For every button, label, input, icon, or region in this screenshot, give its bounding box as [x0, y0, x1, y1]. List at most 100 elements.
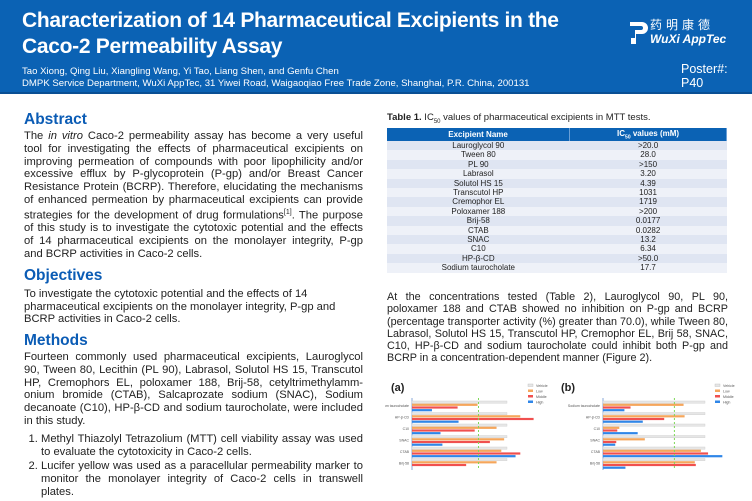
table-row: C10 6.34: [387, 244, 727, 254]
bar-middle: [603, 463, 696, 467]
legend-swatch: [715, 400, 720, 403]
bar-vehicle: [602, 412, 706, 415]
bar-low: [412, 461, 497, 464]
table-row: Solutol HS 15 4.39: [387, 178, 727, 188]
category-label: HP-β-CD: [586, 416, 601, 420]
objectives-text: To investigate the cytotoxic potential a…: [24, 287, 336, 326]
caption-text: IC: [421, 112, 434, 123]
bar-middle: [412, 452, 521, 455]
bar-middle: [412, 463, 467, 467]
table-row: Brij-58 0.0177: [387, 216, 727, 226]
col-ic50-pre: IC: [617, 128, 626, 138]
bar-low: [412, 438, 505, 441]
table-row: Transcutol HP 1031: [387, 187, 727, 198]
bar-high: [603, 420, 643, 423]
table-row: Cremophor EL 1719: [387, 197, 727, 207]
category-label: CTAB: [400, 450, 410, 454]
bar-middle: [412, 429, 475, 432]
methods-list: Methyl Thiazolyl Tetrazolium (MTT) cell …: [24, 433, 363, 499]
bar-vehicle: [411, 412, 508, 415]
bar-middle: [412, 406, 458, 409]
ic50-value: >200: [569, 206, 727, 217]
category-label: Sodium taurocholate: [568, 404, 600, 408]
category-label: Brij-58: [590, 462, 600, 466]
legend-label: High: [536, 401, 543, 405]
excipient-name: SNAC: [387, 234, 570, 245]
author-list: Tao Xiong, Qing Liu, Xiangling Wang, Yi …: [22, 66, 339, 77]
table-row: Tween 80 28.0: [387, 150, 727, 160]
legend-swatch: [528, 389, 533, 392]
col-ic50-post: values (mM): [630, 128, 680, 138]
bar-middle: [603, 429, 618, 432]
methods-item: Methyl Thiazolyl Tetrazolium (MTT) cell …: [41, 433, 363, 459]
bar-high: [412, 420, 459, 423]
bar-high: [412, 443, 443, 446]
col-excipient-name: Excipient Name: [387, 127, 571, 141]
legend-label: Middle: [723, 395, 734, 399]
table-row: SNAC 13.2: [387, 234, 727, 245]
legend-swatch: [715, 395, 720, 398]
bar-low: [603, 438, 645, 441]
excipient-name: PL 90: [387, 159, 570, 170]
bar-middle: [603, 406, 631, 409]
table-row: Sodium taurocholate 17.7: [387, 263, 727, 273]
right-column: Table 1. IC50 values of pharmaceutical e…: [387, 112, 727, 273]
panel-label: (a): [391, 382, 405, 394]
abstract-body: Caco-2 permeability assay has become a v…: [24, 130, 363, 222]
ic50-value: 4.39: [569, 178, 727, 188]
bar-vehicle: [602, 400, 706, 404]
bar-high: [412, 409, 432, 412]
category-label: C10: [403, 427, 409, 431]
ic50-value: >50.0: [569, 253, 727, 264]
category-label: HP-β-CD: [395, 416, 410, 420]
abstract-heading: Abstract: [24, 111, 87, 128]
bar-middle: [603, 452, 709, 455]
abstract-italic: in vitro: [48, 130, 83, 142]
caption-sub: 50: [433, 118, 441, 125]
chart-a: (a) Sodium taurocholate HP-β-CD C10 SNAC CTAB…: [385, 382, 548, 470]
bar-vehicle: [602, 446, 706, 450]
col-ic50-sub: 50: [625, 134, 631, 141]
table-row: Labrasol 3.20: [387, 169, 727, 179]
ic50-value: 13.2: [569, 234, 727, 245]
logo-mark-icon: [630, 22, 648, 44]
excipient-name: Sodium taurocholate: [387, 263, 570, 273]
objectives-heading: Objectives: [24, 266, 103, 284]
bar-high: [603, 455, 723, 458]
excipient-name: Poloxamer 188: [387, 206, 570, 217]
bar-high: [412, 455, 516, 458]
left-column: Abstract The in vitro Caco-2 permeabilit…: [24, 110, 363, 501]
wuxi-apptec-logo: 药明康德 WuXi AppTec: [628, 16, 728, 48]
table-row: Lauroglycol 90 >20.0: [387, 140, 727, 151]
chart-b: (b) Sodium taurocholate HP-β-CD C10 SNAC CTAB…: [561, 382, 735, 470]
legend-swatch: [715, 389, 720, 392]
ic50-value: 1031: [569, 187, 727, 198]
excipient-name: Cremophor EL: [387, 197, 570, 207]
bar-middle: [603, 417, 665, 421]
ic50-value: 3.20: [569, 169, 727, 179]
category-label: SNAC: [590, 439, 600, 443]
bar-low: [412, 449, 502, 452]
ic50-value: 28.0: [569, 150, 727, 160]
col-ic50: IC50 values (mM): [569, 127, 727, 141]
bar-low: [412, 415, 521, 418]
bar-vehicle: [411, 458, 508, 461]
ic50-value: 6.34: [569, 244, 727, 254]
category-label: CTAB: [591, 450, 601, 454]
bar-low: [603, 415, 685, 418]
methods-text: Fourteen commonly used pharmaceutical ex…: [24, 351, 363, 428]
poster-title: Characterization of 14 Pharmaceutical Ex…: [22, 9, 559, 58]
methods-heading: Methods: [24, 332, 88, 350]
bar-vehicle: [602, 458, 706, 461]
results-text: At the concentrations tested (Table 2), …: [387, 291, 728, 365]
excipient-name: Transcutol HP: [387, 187, 570, 198]
bar-low: [412, 426, 497, 429]
ic50-value: 0.0177: [569, 216, 727, 226]
bar-high: [603, 443, 616, 446]
category-label: SNAC: [399, 439, 409, 443]
ic50-value: >20.0: [569, 140, 727, 151]
abstract-text: The in vitro Caco-2 permeability assay h…: [24, 130, 363, 261]
bar-middle: [603, 440, 617, 444]
bar-low: [603, 449, 701, 452]
bar-vehicle: [411, 446, 508, 450]
